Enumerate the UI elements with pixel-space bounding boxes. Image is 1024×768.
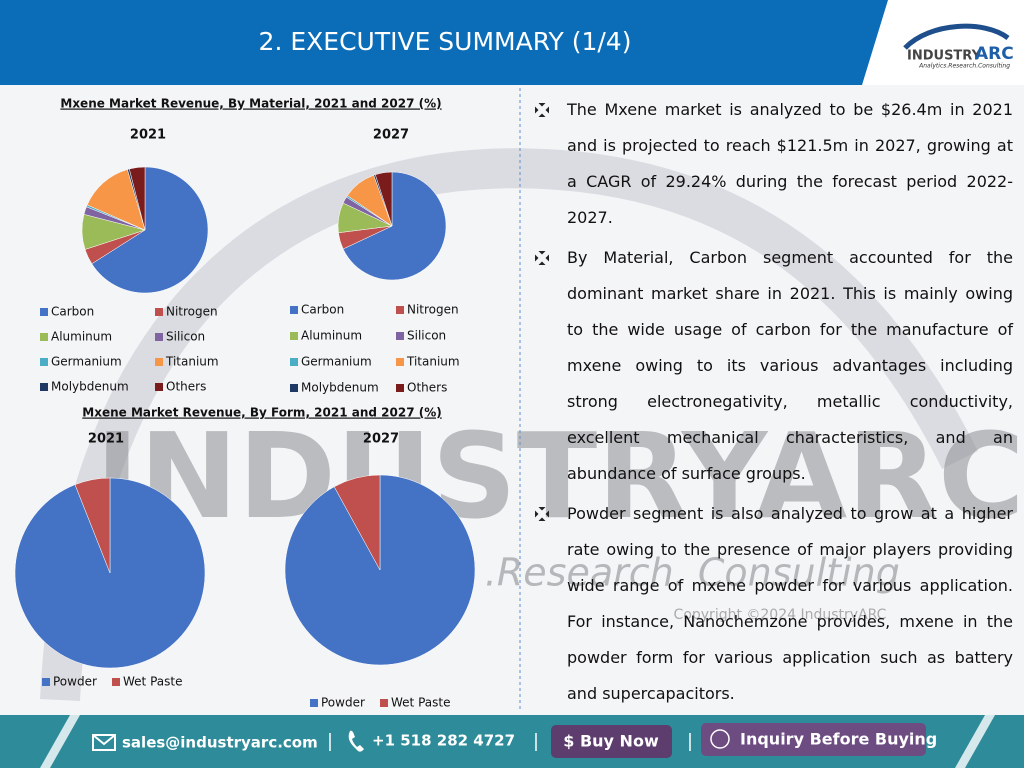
swoosh (40, 148, 978, 702)
bullet-icon (535, 507, 549, 521)
header-title: 2. EXECUTIVE SUMMARY (1/4) (259, 27, 632, 56)
bullet-text: By Material, Carbon segment accounted fo… (567, 248, 1013, 483)
legend-label: Germanium (51, 355, 122, 369)
bullet-text: Powder segment is also analyzed to grow … (567, 504, 1013, 703)
pie-slice (86, 169, 146, 231)
legend-label: Carbon (301, 303, 344, 317)
bullet-icon-part (545, 106, 549, 114)
legend-label: Silicon (166, 330, 205, 344)
logo-brand: INDUSTRY (907, 49, 982, 64)
phone-icon (348, 730, 364, 752)
legend-swatch (396, 358, 404, 366)
legend-label: Aluminum (51, 330, 112, 344)
bullet: The Mxene market is analyzed to be $26.4… (535, 92, 1013, 236)
legend-label: Aluminum (301, 329, 362, 343)
footer-stripe (40, 715, 80, 768)
footer-stripe (955, 715, 995, 768)
bullet-icon-part (538, 507, 546, 511)
bullet-icon-part (535, 106, 539, 114)
legend-label: Germanium (301, 355, 372, 369)
legend-label: Titanium (165, 355, 219, 369)
legend-swatch (40, 358, 48, 366)
legend-swatch (112, 678, 120, 686)
bullet: Powder segment is also analyzed to grow … (535, 496, 1013, 712)
bullet: By Material, Carbon segment accounted fo… (535, 240, 1013, 492)
legend-label: Titanium (406, 355, 460, 369)
logo-tagline: Analytics.Research.Consulting (918, 63, 1010, 70)
bullet-icon-part (535, 254, 539, 262)
legend-swatch (155, 308, 163, 316)
phone[interactable]: +1 518 282 4727 (372, 732, 515, 750)
pie-slice (342, 171, 447, 281)
legend-label: Molybdenum (301, 381, 379, 395)
bullet-icon-part (545, 254, 549, 262)
copyright: Copyright ©2024 IndustryARC (674, 607, 887, 623)
bullet-icon-part (535, 510, 539, 518)
bullet-icon-part (538, 251, 546, 255)
legend-label: Silicon (407, 329, 446, 343)
legend-swatch (310, 699, 318, 707)
chart-title: 2027 (373, 128, 409, 143)
bullet-icon-part (545, 510, 549, 518)
legend-label: Molybdenum (51, 380, 129, 394)
legend-label: Others (166, 380, 206, 394)
chart-title: 2021 (130, 128, 166, 143)
pie-slice (333, 474, 381, 571)
buy-label[interactable]: $ Buy Now (563, 732, 659, 751)
legend-swatch (290, 306, 298, 314)
bullet-text: The Mxene market is analyzed to be $26.4… (567, 100, 1013, 227)
header-bar (0, 0, 888, 85)
legend-label: Wet Paste (391, 696, 450, 710)
buy-button[interactable] (551, 725, 672, 758)
pie-slice (374, 171, 393, 227)
inquiry-button[interactable] (701, 723, 926, 756)
legend-swatch (40, 333, 48, 341)
legend-swatch (40, 308, 48, 316)
summary: The Mxene market is analyzed to be $26.4… (535, 92, 1013, 716)
legend-swatch (42, 678, 50, 686)
legend-swatch (396, 332, 404, 340)
legend-swatch (290, 332, 298, 340)
legend-swatch (290, 384, 298, 392)
legend-swatch (40, 383, 48, 391)
pie-slice (74, 477, 111, 574)
bullet-icon (535, 103, 549, 117)
legend-label: Carbon (51, 305, 94, 319)
legend-swatch (155, 333, 163, 341)
legend-swatch (290, 358, 298, 366)
chart-group-title: Mxene Market Revenue, By Material, 2021 … (60, 97, 441, 111)
chart-title: 2021 (88, 432, 124, 447)
email-icon (92, 734, 116, 746)
legend-label: Nitrogen (407, 303, 459, 317)
legend-label: Others (407, 381, 447, 395)
bullet-icon-part (538, 113, 546, 117)
logo-arc (903, 23, 1010, 50)
legend-swatch (155, 383, 163, 391)
inquiry-label[interactable]: Inquiry Before Buying (740, 730, 937, 749)
watermark: INDUSTRYARC (95, 407, 1024, 545)
legend-swatch (155, 358, 163, 366)
legend-label: Powder (53, 675, 97, 689)
bullet-icon (535, 251, 549, 265)
chat-icon (710, 729, 730, 749)
pie-slice (129, 166, 146, 231)
bullet-icon-part (538, 103, 546, 107)
logo-brand-accent: ARC (975, 44, 1014, 64)
legend-swatch (396, 306, 404, 314)
email[interactable]: sales@industryarc.com (122, 734, 318, 752)
chart-title: 2027 (363, 432, 399, 447)
legend-label: Powder (321, 696, 365, 710)
legend-label: Wet Paste (123, 675, 182, 689)
chart-group-title: Mxene Market Revenue, By Form, 2021 and … (82, 406, 441, 420)
bullet-icon-part (538, 517, 546, 521)
legend-swatch (396, 384, 404, 392)
legend-label: Nitrogen (166, 305, 218, 319)
pie-slice (91, 166, 209, 294)
legend-swatch (380, 699, 388, 707)
bullet-icon-part (538, 261, 546, 265)
email-icon (92, 734, 116, 751)
